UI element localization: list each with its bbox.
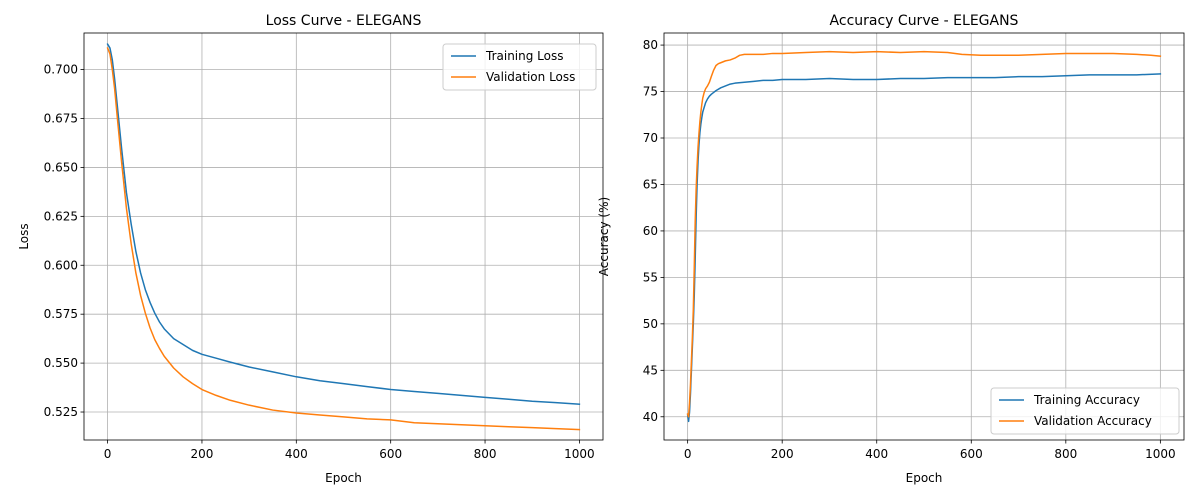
x-tick-label: 200 xyxy=(191,447,214,461)
x-tick-label: 0 xyxy=(684,447,692,461)
series-line xyxy=(686,50,1162,418)
legend-label: Validation Accuracy xyxy=(1034,414,1152,428)
x-axis-label: Epoch xyxy=(325,471,362,485)
legend: Training Loss Validation Loss xyxy=(442,43,597,91)
y-tick-label: 70 xyxy=(643,131,658,145)
y-tick-label: 0.600 xyxy=(44,258,78,272)
legend-label: Training Accuracy xyxy=(1033,393,1140,407)
y-axis-label: Loss xyxy=(17,223,31,249)
ticks: 0 200 400 600 800 1000 40 45 50 55 60 65 70 75 80 xyxy=(643,38,1176,461)
plot-area xyxy=(664,33,1184,440)
y-tick-label: 50 xyxy=(643,317,658,331)
y-tick-label: 0.575 xyxy=(44,307,78,321)
legend: Training Accuracy Validation Accuracy xyxy=(990,387,1180,435)
y-tick-label: 75 xyxy=(643,85,658,99)
plot-frame xyxy=(663,32,1185,441)
legend-label: Validation Loss xyxy=(486,70,575,84)
x-axis-label: Epoch xyxy=(906,471,943,485)
legend-label: Training Loss xyxy=(485,49,563,63)
ticks: 0 200 400 600 800 1000 0.525 0.550 0.575 0.600 0.6… xyxy=(44,63,595,461)
y-tick-label: 0.625 xyxy=(44,209,78,223)
y-axis-label: Accuracy (%) xyxy=(597,197,611,276)
series-line xyxy=(106,47,581,431)
y-tick-label: 0.675 xyxy=(44,112,78,126)
x-tick-label: 1000 xyxy=(1145,447,1176,461)
y-tick-label: 65 xyxy=(643,177,658,191)
x-tick-label: 200 xyxy=(771,447,794,461)
y-tick-label: 0.550 xyxy=(44,356,78,370)
x-tick-label: 0 xyxy=(104,447,112,461)
legend-box xyxy=(442,43,597,91)
y-tick-label: 0.525 xyxy=(44,405,78,419)
y-tick-label: 80 xyxy=(643,38,658,52)
chart-title: Accuracy Curve - ELEGANS xyxy=(830,13,1019,29)
y-tick-label: 40 xyxy=(643,410,658,424)
plot-area xyxy=(84,33,603,440)
x-tick-label: 1000 xyxy=(564,447,595,461)
x-tick-label: 800 xyxy=(474,447,497,461)
accuracy-chart: 0 200 400 600 800 1000 40 45 50 55 60 65 70 75 80 Accu… xyxy=(597,13,1185,485)
series-line xyxy=(106,43,581,405)
y-tick-label: 0.700 xyxy=(44,63,78,77)
series-group xyxy=(686,50,1162,423)
y-tick-label: 0.650 xyxy=(44,160,78,174)
y-tick-label: 45 xyxy=(643,363,658,377)
series-line xyxy=(686,73,1162,423)
x-tick-label: 400 xyxy=(285,447,308,461)
y-tick-label: 60 xyxy=(643,224,658,238)
chart-title: Loss Curve - ELEGANS xyxy=(266,13,422,29)
x-tick-label: 400 xyxy=(865,447,888,461)
x-tick-label: 600 xyxy=(379,447,402,461)
y-tick-label: 55 xyxy=(643,270,658,284)
legend-box xyxy=(990,387,1180,435)
loss-chart: 0 200 400 600 800 1000 0.525 0.550 0.575 0.600 0.6… xyxy=(17,13,604,485)
x-tick-label: 600 xyxy=(960,447,983,461)
x-tick-label: 800 xyxy=(1054,447,1077,461)
series-group xyxy=(106,43,581,431)
grid xyxy=(664,33,1184,440)
plot-frame xyxy=(83,32,604,441)
